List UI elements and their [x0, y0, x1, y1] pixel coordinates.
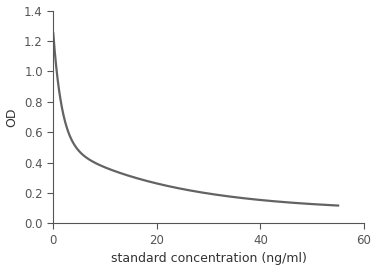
Y-axis label: OD: OD: [6, 107, 18, 127]
X-axis label: standard concentration (ng/ml): standard concentration (ng/ml): [111, 253, 307, 265]
